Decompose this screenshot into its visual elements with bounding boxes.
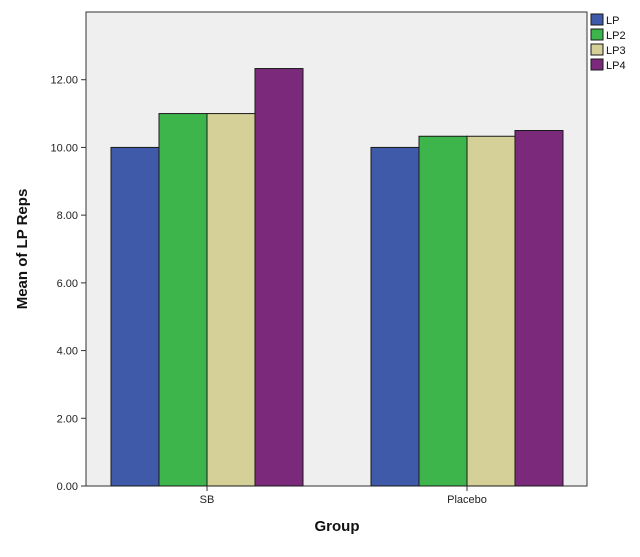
y-tick-label: 6.00 (57, 278, 78, 290)
legend-label: LP (606, 15, 619, 27)
legend-label: LP3 (606, 45, 626, 57)
y-tick-label: 10.00 (50, 142, 78, 154)
x-axis: SB Placebo (200, 486, 487, 506)
legend: LP LP2 LP3 LP4 (590, 13, 626, 72)
bar-lp2-sb (158, 113, 208, 487)
y-tick-label: 8.00 (57, 210, 78, 222)
y-tick-label: 12.00 (50, 75, 78, 87)
legend-label: LP2 (606, 30, 626, 42)
legend-swatch-lp (590, 13, 604, 26)
x-tick-label: SB (200, 494, 215, 506)
y-tick-label: 4.00 (57, 346, 78, 358)
bar-lp3-sb (206, 113, 256, 487)
y-tick-label: 0.00 (57, 481, 78, 493)
bar-lp-sb (110, 146, 160, 487)
bar-lp-placebo (370, 146, 420, 487)
bar-group (110, 68, 564, 487)
legend-swatch-lp2 (590, 28, 604, 41)
bar-lp2-placebo (418, 135, 468, 487)
legend-swatch-lp3 (590, 43, 604, 56)
legend-swatch-lp4 (590, 58, 604, 71)
y-axis-title: Mean of LP Reps (14, 189, 31, 310)
y-axis: 0.00 2.00 4.00 6.00 8.00 10.00 12.00 (50, 75, 86, 493)
x-axis-title: Group (315, 518, 360, 535)
bar-lp3-placebo (466, 135, 516, 487)
bar-lp4-placebo (514, 130, 564, 487)
bar-lp4-sb (254, 68, 304, 487)
x-tick-label: Placebo (447, 494, 487, 506)
y-tick-label: 2.00 (57, 413, 78, 425)
legend-label: LP4 (606, 60, 626, 72)
